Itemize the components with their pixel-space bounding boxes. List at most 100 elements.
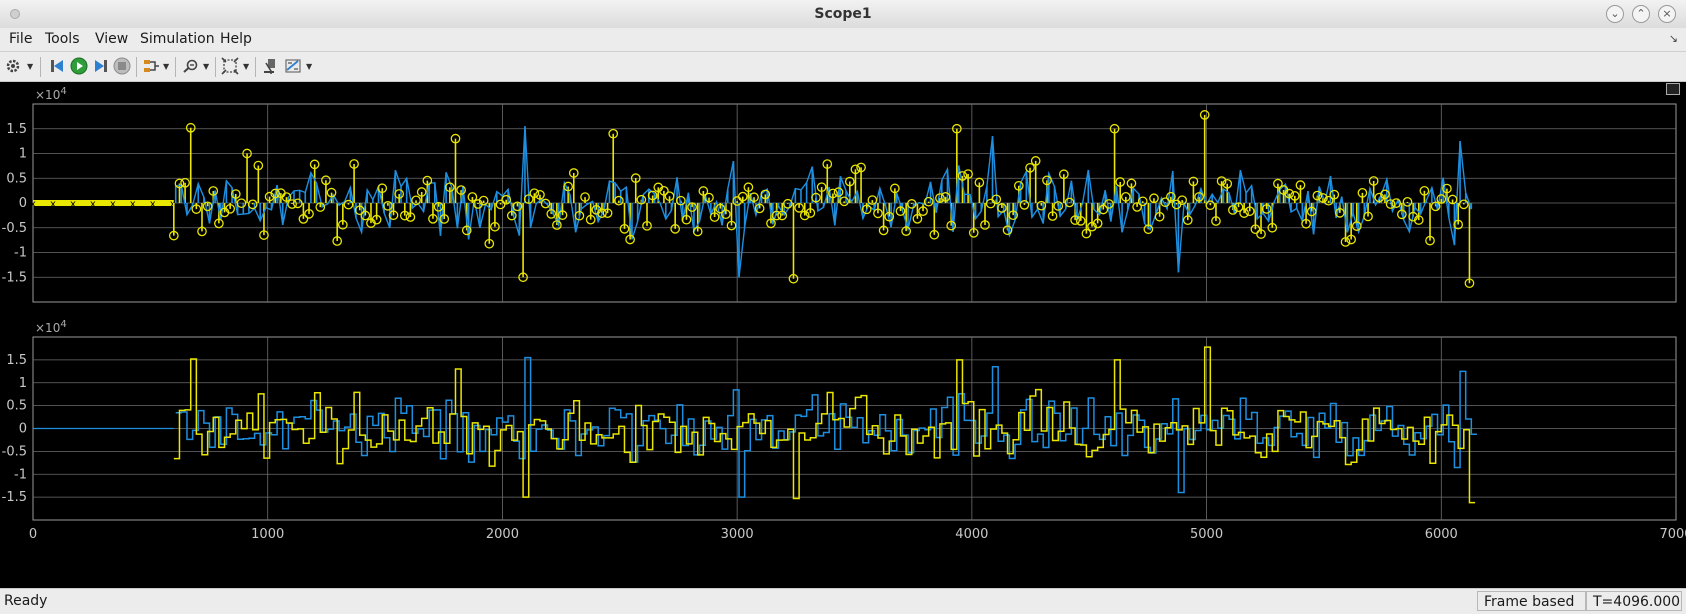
scope-display: 1.5 1 0.5 0 -0.5 -1 -1.5 ×104 x x x x x x x x 1.5 1 0.5 0 -0…: [0, 82, 1686, 588]
series-1-point: [1306, 206, 1317, 217]
series-1-point: [715, 203, 726, 214]
signal-select-icon[interactable]: [142, 57, 160, 75]
zoom-icon[interactable]: [181, 57, 199, 75]
series-1-point: [957, 171, 968, 181]
series-1-point: [1391, 198, 1402, 208]
dock-arrow-icon[interactable]: ↘: [1668, 32, 1678, 45]
series-1-point: [360, 210, 371, 221]
x-tick-label: 5000: [1190, 527, 1223, 542]
settings-dropdown-icon[interactable]: ▼: [27, 62, 34, 71]
toolbar-separator: [215, 57, 216, 77]
series-1-point: [1154, 211, 1165, 222]
gear-icon[interactable]: [4, 57, 22, 75]
status-ready: Ready: [4, 593, 48, 609]
series-1-point: [613, 195, 624, 206]
y-tick-label: -1.5: [2, 270, 27, 285]
series-1-point: [456, 185, 466, 195]
series-1-point: [890, 183, 900, 194]
series-1-point: [1160, 197, 1171, 208]
window-menu-icon[interactable]: [10, 9, 20, 19]
series-1-point: [247, 199, 258, 210]
series-1-point: [861, 204, 872, 215]
series-1-point: [506, 210, 517, 221]
series-1-point: [1261, 204, 1272, 214]
series-1-point: [839, 196, 850, 207]
series-1-point: [214, 218, 224, 229]
series-1-point: [490, 221, 500, 232]
highlight-block-icon[interactable]: [262, 57, 280, 75]
step-forward-icon[interactable]: [92, 57, 110, 75]
series-1-point: [281, 192, 292, 202]
series-1-point: [343, 199, 354, 210]
undock-icon[interactable]: [1666, 83, 1680, 95]
series-1-point: [484, 238, 495, 249]
signal-select-dropdown-icon[interactable]: ▼: [163, 62, 170, 71]
series-1-point: [1335, 208, 1345, 218]
series-1-point: [1228, 205, 1238, 215]
series-1-point: [540, 198, 551, 209]
series-1-point: [1385, 199, 1396, 209]
series-1-point: [850, 164, 861, 175]
x-tick-label: 7000: [1659, 527, 1686, 542]
series-1-point: [918, 206, 928, 216]
series-1-point: [811, 192, 821, 203]
series-1-point: [895, 206, 906, 216]
menu-help[interactable]: Help: [220, 31, 252, 47]
menu-file[interactable]: File: [9, 31, 33, 47]
series-1-point: [563, 181, 573, 192]
series-1-point: [1323, 195, 1334, 206]
measure-dropdown-icon[interactable]: ▼: [306, 62, 313, 71]
x-tick-label: 4000: [955, 527, 988, 542]
series-1-point: [1351, 221, 1362, 231]
series-1-point: [264, 191, 275, 202]
series-1-point: [428, 213, 438, 224]
series-1-point: [726, 220, 737, 231]
series-1-point: [552, 220, 562, 230]
cursor-measure-icon[interactable]: [284, 57, 302, 75]
menu-simulation[interactable]: Simulation: [140, 31, 215, 47]
series-1-marker: x: [50, 199, 56, 210]
series-1-point: [1002, 225, 1013, 236]
series-1-point: [1182, 215, 1193, 225]
menu-view[interactable]: View: [95, 31, 129, 47]
series-1-point: [805, 208, 816, 218]
series-1-point: [1430, 201, 1441, 212]
y-tick-label: -1: [14, 246, 27, 261]
series-1-point: [816, 182, 827, 193]
series-1-point: [501, 194, 512, 205]
run-icon[interactable]: [70, 57, 88, 75]
series-1-point: [1098, 204, 1109, 215]
zoom-dropdown-icon[interactable]: ▼: [203, 62, 210, 71]
minimize-icon[interactable]: ⌄: [1606, 5, 1624, 23]
series-1-point: [1222, 178, 1233, 189]
series-1-point: [332, 236, 343, 246]
series-1-point: [625, 234, 635, 245]
maximize-icon[interactable]: ⌃: [1632, 5, 1650, 23]
stop-icon[interactable]: [113, 57, 131, 75]
series-1-point: [647, 190, 658, 201]
fit-dropdown-icon[interactable]: ▼: [243, 62, 250, 71]
close-icon[interactable]: ×: [1658, 5, 1676, 23]
series-1-point: [1447, 194, 1458, 205]
series-1-point: [304, 208, 314, 219]
series-1-point: [878, 225, 889, 236]
y-exponent-power: 4: [60, 319, 66, 330]
series-1-point: [298, 214, 309, 224]
series-1-point: [1329, 189, 1340, 200]
series-1-point: [602, 208, 613, 219]
series-1-point: [642, 220, 652, 231]
step-back-icon[interactable]: [48, 57, 66, 75]
series-1-point: [309, 159, 320, 170]
series-1-point: [433, 201, 444, 212]
series-2-stairs: [175, 356, 1477, 498]
series-1-point: [698, 186, 709, 196]
series-1-point: [1357, 187, 1368, 198]
series-1-point: [1030, 156, 1041, 166]
series-1-marker: x: [30, 199, 36, 210]
series-1-point: [867, 195, 878, 205]
fit-to-view-icon[interactable]: [221, 57, 239, 75]
scope-plots[interactable]: 1.5 1 0.5 0 -0.5 -1 -1.5 ×104 x x x x x x x x 1.5 1 0.5 0 -0…: [0, 82, 1686, 588]
menu-tools[interactable]: Tools: [45, 31, 80, 47]
series-1-point: [664, 191, 675, 202]
series-1-point: [422, 175, 433, 186]
